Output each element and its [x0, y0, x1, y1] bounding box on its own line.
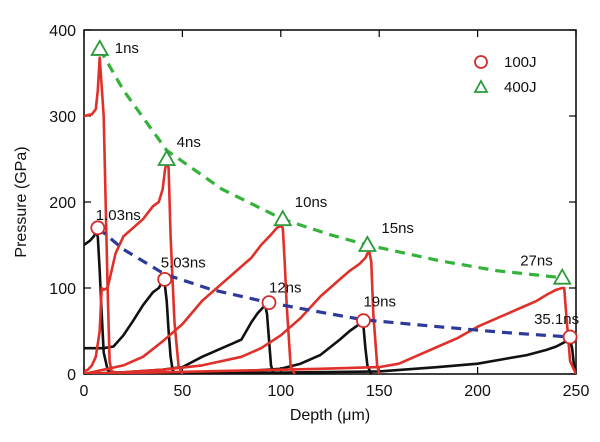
peak-marker-100j — [356, 313, 371, 329]
x-tick-label: 150 — [366, 383, 393, 400]
annotation-400j: 4ns — [177, 134, 201, 151]
annotation-400j: 15ns — [381, 220, 414, 237]
profile-400j-2 — [84, 159, 184, 374]
x-tick-label: 50 — [174, 383, 192, 400]
legend-marker-100j — [474, 55, 488, 69]
peak-marker-400j — [273, 209, 293, 227]
profile-100j-5 — [84, 338, 576, 374]
annotation-100j: 1.03ns — [96, 207, 141, 224]
profile-400j-4 — [84, 250, 381, 374]
fit-line-100j — [96, 226, 571, 339]
peak-marker-400j — [157, 149, 177, 166]
profile-400j-3 — [84, 224, 296, 374]
legend-marker-400j — [473, 79, 489, 93]
annotation-100j: 19ns — [363, 294, 396, 311]
fit-line-400j — [98, 48, 563, 280]
peak-fit-lines — [96, 48, 571, 339]
axis-tick-labels: 0 50 100 150 200 250 0 100 200 300 400 — [49, 23, 589, 400]
x-tick-label: 250 — [563, 383, 590, 400]
annotation-100j: 12ns — [269, 280, 302, 297]
profile-100j-2 — [84, 279, 176, 374]
legend-label-100j: 100J — [504, 54, 537, 71]
legend: 100J 400J — [473, 54, 537, 96]
annotation-400j: 10ns — [295, 194, 328, 211]
x-tick-label: 100 — [267, 383, 294, 400]
x-axis-label: Depth (μm) — [290, 407, 370, 424]
annotation-100j: 5.03ns — [161, 254, 206, 271]
peak-marker-100j — [157, 271, 173, 287]
peak-time-labels: 1ns 4ns 10ns 15ns 27ns 1.03ns 5.03ns 12ns 19ns 35… — [96, 40, 579, 328]
peak-markers — [90, 39, 578, 345]
annotation-400j: 27ns — [520, 253, 553, 270]
profile-400j-1 — [84, 56, 124, 374]
y-tick-label: 200 — [49, 195, 76, 212]
peak-marker-100j — [562, 329, 578, 345]
peak-marker-100j — [90, 220, 106, 236]
peak-marker-100j — [261, 295, 277, 311]
y-tick-label: 100 — [49, 281, 76, 298]
peak-marker-400j — [90, 39, 110, 56]
annotation-400j: 1ns — [115, 40, 139, 57]
profile-100j-1 — [84, 230, 113, 374]
profile-400j-5 — [84, 286, 576, 374]
pressure-curves — [84, 56, 576, 374]
annotation-100j: 35.1ns — [534, 311, 579, 328]
peak-marker-400j — [552, 267, 572, 285]
y-tick-label: 0 — [67, 367, 76, 384]
x-tick-label: 0 — [80, 383, 89, 400]
y-tick-label: 400 — [49, 23, 76, 40]
y-tick-label: 300 — [49, 109, 76, 126]
legend-label-400j: 400J — [504, 79, 537, 96]
peak-marker-400j — [357, 235, 377, 252]
y-axis-label: Pressure (GPa) — [13, 146, 30, 257]
x-tick-label: 200 — [464, 383, 491, 400]
